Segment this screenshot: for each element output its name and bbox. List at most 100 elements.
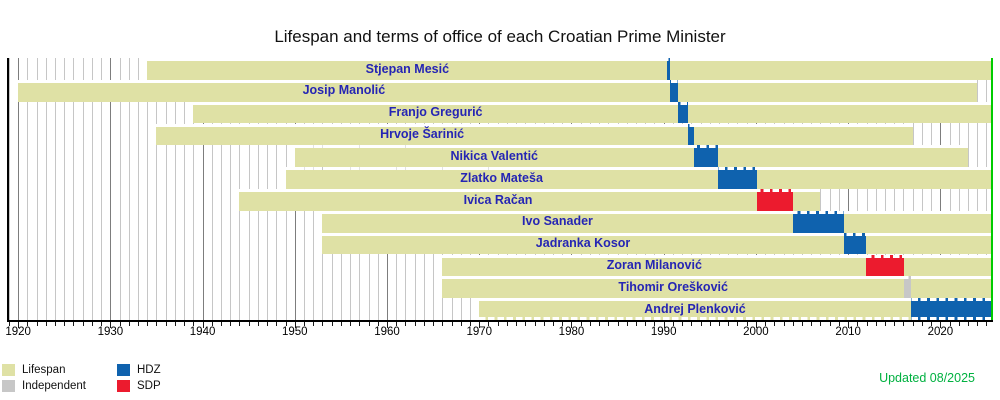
axis-tick: [885, 322, 887, 326]
axis-tick: [608, 322, 610, 326]
axis-tick: [165, 322, 167, 326]
year-gridline: [8, 58, 10, 320]
year-gridline: [230, 58, 232, 320]
axis-tick: [350, 322, 352, 326]
axis-tick: [211, 322, 213, 326]
axis-tick: [931, 322, 933, 326]
chart-title: Lifespan and terms of office of each Cro…: [274, 27, 726, 46]
axis-tick: [313, 322, 315, 326]
axis-tick: [709, 322, 711, 326]
pm-name-label: Stjepan Mesić: [365, 61, 450, 76]
axis-tick: [294, 322, 296, 328]
lifespan-bar: [18, 82, 978, 102]
axis-tick: [488, 322, 490, 326]
year-gridline: [45, 58, 47, 320]
axis-tick: [387, 322, 389, 328]
year-gridline: [894, 58, 896, 320]
axis-tick: [857, 322, 859, 326]
year-gridline: [174, 58, 176, 320]
axis-tick: [479, 322, 481, 328]
row-separator-dashes: [442, 254, 992, 258]
year-gridline: [921, 58, 923, 320]
axis-tick: [82, 322, 84, 326]
axis-tick: [636, 322, 638, 326]
year-gridline: [193, 58, 195, 320]
plot-area: Stjepan Mesić Josip Manolić Franjo Greguri…: [8, 58, 993, 320]
axis-tick: [663, 322, 665, 328]
term-bar: [669, 79, 678, 102]
axis-tick: [654, 322, 656, 326]
lifespan-swatch: [2, 364, 15, 376]
year-gridline: [101, 58, 103, 320]
lifespan-bar: [322, 213, 992, 233]
axis-tick: [737, 322, 739, 326]
year-gridline: [912, 58, 914, 320]
axis-tick: [875, 322, 877, 326]
axis-tick: [728, 322, 730, 326]
term-bar: [756, 189, 793, 211]
axis-tick: [792, 322, 794, 326]
axis-tick: [765, 322, 767, 326]
axis-tick: [672, 322, 674, 326]
year-gridline: [82, 58, 84, 320]
year-gridline: [838, 58, 840, 320]
year-gridline: [27, 58, 29, 320]
axis-tick: [986, 322, 988, 326]
year-gridline: [64, 58, 66, 320]
year-gridline: [940, 58, 942, 320]
axis-tick-label: 1980: [558, 326, 585, 338]
today-line: [991, 58, 993, 320]
pm-name-label: Ivo Sanader: [522, 214, 593, 229]
row-separator-dashes: [479, 298, 992, 302]
axis-tick: [331, 322, 333, 326]
axis-tick: [73, 322, 75, 326]
year-gridline: [986, 58, 988, 320]
axis-tick: [147, 322, 149, 326]
axis-tick: [276, 322, 278, 326]
axis-tick: [912, 322, 914, 326]
axis-tick: [193, 322, 195, 326]
axis-tick-label: 1960: [374, 326, 400, 338]
axis-tick: [820, 322, 822, 326]
axis-tick: [691, 322, 693, 326]
axis-tick: [423, 322, 425, 326]
axis-tick: [257, 322, 259, 326]
axis-tick: [451, 322, 453, 326]
legend-label: Lifespan: [22, 364, 66, 376]
legend-item-hdz: HDZ: [117, 363, 161, 377]
axis-tick: [202, 322, 204, 328]
lifespan-bar: [147, 61, 992, 80]
axis-tick: [174, 322, 176, 326]
row-separator-dashes: [147, 58, 992, 61]
lifespan-bar: [285, 170, 992, 189]
row-separator-dashes: [442, 276, 992, 280]
term-bar: [792, 210, 844, 233]
term-bar: [667, 58, 671, 80]
axis-tick-label: 2010: [835, 326, 861, 338]
axis-tick: [783, 322, 785, 326]
year-gridline: [156, 58, 158, 320]
pm-name-label: Zoran Milanović: [606, 258, 702, 272]
year-gridline: [55, 58, 57, 320]
axis-tick: [396, 322, 398, 326]
legend-label: Independent: [22, 380, 86, 392]
independent-swatch: [2, 380, 15, 392]
year-gridline: [202, 58, 204, 320]
lifespan-bar: [442, 279, 992, 299]
axis-tick: [138, 322, 140, 326]
axis-tick: [36, 322, 38, 326]
year-gridline: [875, 58, 877, 320]
axis-tick: [516, 322, 518, 326]
axis-tick: [359, 322, 361, 326]
axis-tick-label: 1920: [5, 326, 31, 338]
legend-item-independent: Independent: [2, 379, 86, 393]
year-gridline: [184, 58, 186, 320]
year-gridline: [885, 58, 887, 320]
year-gridline: [829, 58, 831, 320]
axis-tick-label: 1970: [466, 326, 493, 338]
pm-name-label: Nikica Valentić: [450, 148, 539, 163]
axis-tick: [110, 322, 112, 328]
axis-tick: [525, 322, 527, 326]
axis-tick: [221, 322, 223, 326]
term-bar: [693, 145, 718, 168]
